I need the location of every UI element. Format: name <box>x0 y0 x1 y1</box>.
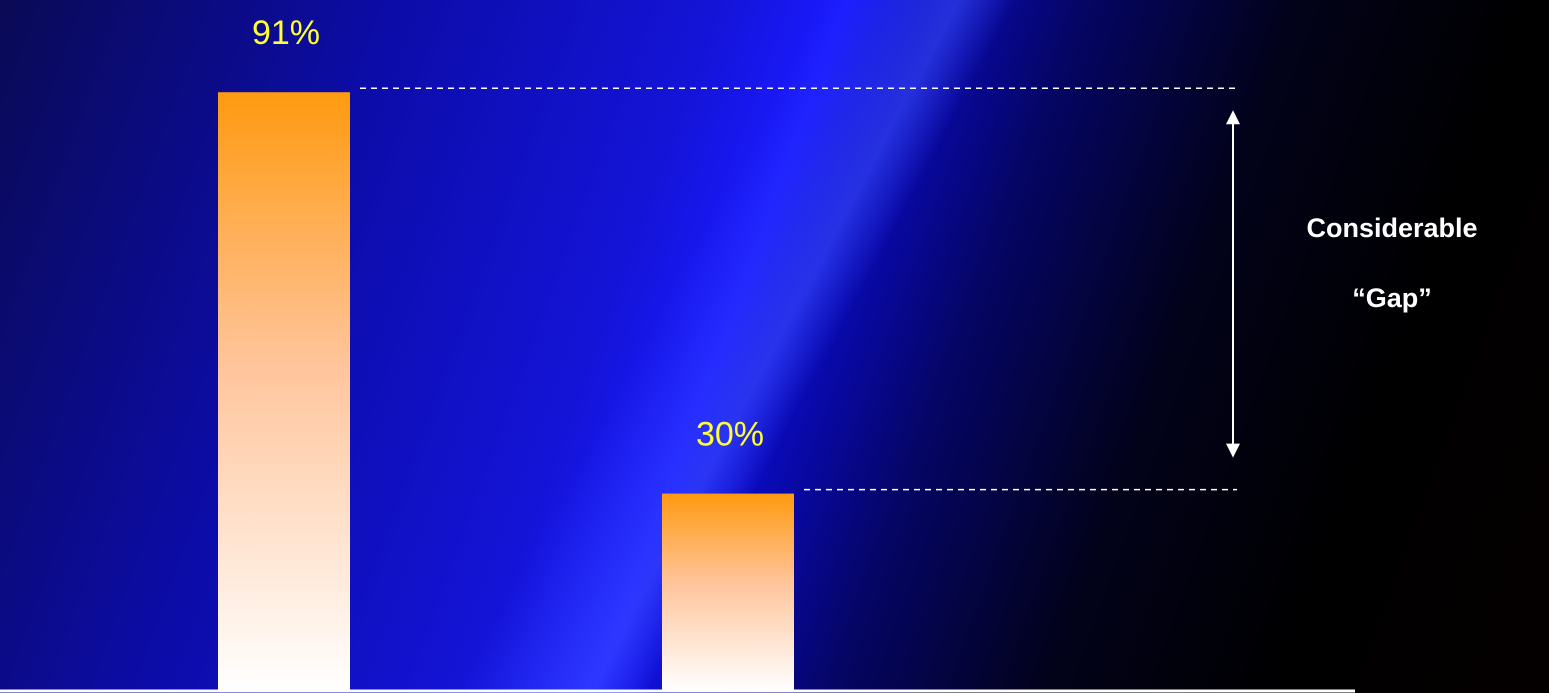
bar-1-value-label: 91% <box>252 14 320 52</box>
reference-lines-layer <box>360 87 1237 491</box>
gap-annotation: Considerable “Gap” <box>1226 110 1478 458</box>
gap-annotation-line1: Considerable <box>1306 213 1477 243</box>
gap-annotation-line2: “Gap” <box>1352 283 1432 313</box>
bars-layer <box>218 92 794 692</box>
value-labels-layer: 91% 30% <box>252 14 764 453</box>
bar-2 <box>662 493 794 691</box>
bar-1 <box>218 92 350 692</box>
arrow-up-icon <box>1226 110 1240 125</box>
bar-2-value-label: 30% <box>696 416 764 454</box>
arrow-down-icon <box>1226 443 1240 458</box>
